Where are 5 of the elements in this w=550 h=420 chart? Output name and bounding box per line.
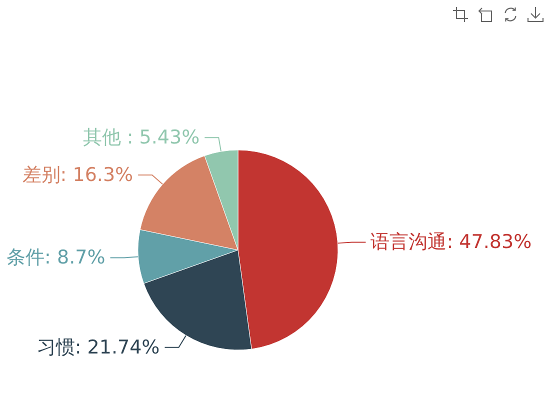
slice-label: 差别: 16.3% — [22, 164, 134, 186]
slice-label: 语言沟通: 47.83% — [370, 231, 532, 254]
slice-label: 习惯: 21.74% — [36, 336, 160, 358]
slice-label: 条件: 8.7% — [6, 246, 106, 269]
slice-label: 其他 : 5.43% — [82, 126, 200, 149]
